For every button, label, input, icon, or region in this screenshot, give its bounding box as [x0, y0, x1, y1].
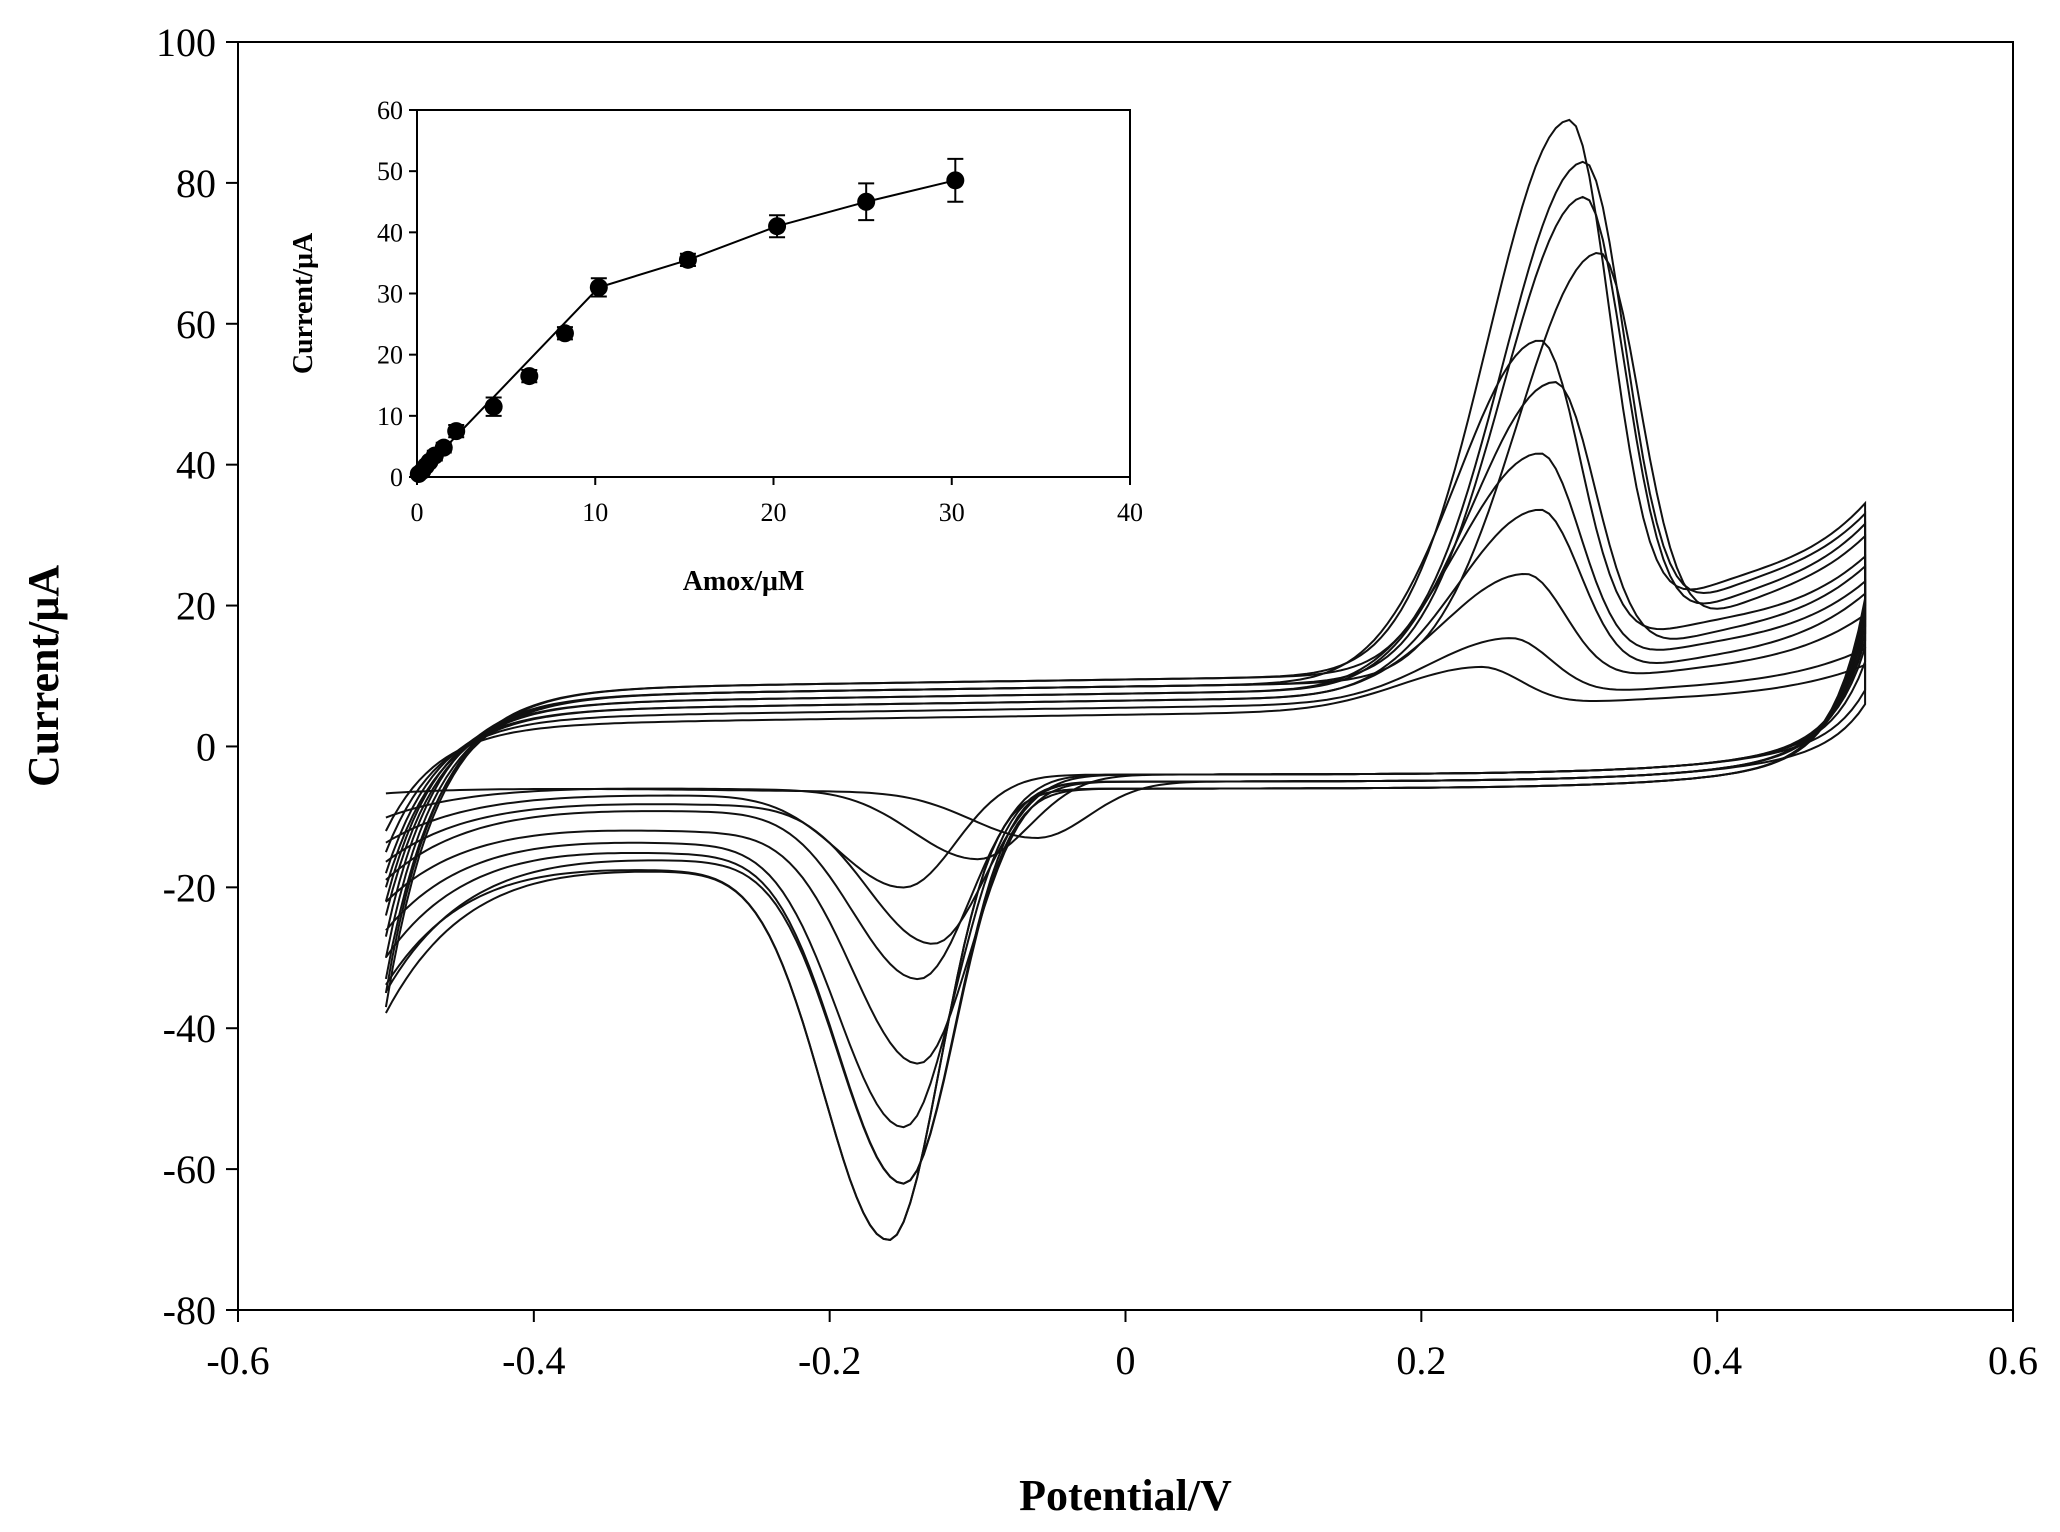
inset-data-point: [857, 192, 876, 211]
main-chart: -0.6 -0.4 -0.2 0 0.2 0.4 0.6 -80 -60 -40 -20 0 20 40 6…: [19, 20, 2038, 1520]
cv-curve-2: [384, 637, 1867, 861]
inset-data: [409, 157, 965, 483]
main-axes: -0.6 -0.4 -0.2 0 0.2 0.4 0.6 -80 -60 -40 -20 0 20 40 6…: [156, 20, 2038, 1383]
inset-y-tick-label: 50: [377, 157, 403, 186]
inset-x-tick-label: 30: [939, 498, 965, 527]
inset-data-point: [768, 217, 787, 236]
inset-x-axis-title: Amox/μM: [683, 566, 805, 597]
cv-curve-3: [384, 572, 1867, 889]
inset-y-tick-label: 0: [390, 463, 403, 492]
x-tick-label: -0.2: [798, 1338, 861, 1383]
y-tick-label: 0: [196, 724, 216, 769]
x-tick-label: 0.6: [1988, 1338, 2038, 1383]
cv-curve-4: [384, 508, 1867, 945]
y-tick-label: -80: [163, 1288, 216, 1333]
inset-data-point: [678, 250, 697, 269]
inset-data-point: [555, 324, 574, 343]
x-tick-label: -0.6: [206, 1338, 269, 1383]
y-tick-label: 100: [156, 20, 216, 65]
inset-data-point: [520, 367, 539, 386]
inset-data-point: [484, 397, 503, 416]
inset-y-tick-label: 30: [377, 280, 403, 309]
inset-fit-line: [416, 179, 956, 478]
inset-data-point: [434, 438, 453, 457]
y-tick-label: -40: [163, 1006, 216, 1051]
inset-y-tick-label: 10: [377, 402, 403, 431]
inset-x-tick-label: 0: [411, 498, 424, 527]
inset-data-point: [946, 171, 965, 190]
y-tick-label: -20: [163, 865, 216, 910]
x-tick-label: -0.4: [502, 1338, 565, 1383]
inset-data-point: [589, 278, 608, 297]
inset-y-tick-label: 20: [377, 341, 403, 370]
inset-chart: 0 10 20 30 40 0 10 20 30 40 50 60 Amox/μM Current/μ…: [288, 96, 1143, 597]
y-tick-label: 40: [176, 443, 216, 488]
inset-y-tick-label: 60: [377, 96, 403, 125]
x-axis-title: Potential/V: [1019, 1471, 1232, 1520]
inset-data-point: [447, 422, 466, 441]
y-axis-title: Current/μA: [19, 565, 68, 787]
inset-axes: 0 10 20 30 40 0 10 20 30 40 50 60: [377, 96, 1143, 527]
inset-x-tick-label: 20: [761, 498, 787, 527]
inset-plot-frame: [416, 109, 1131, 478]
y-tick-label: 60: [176, 302, 216, 347]
inset-y-tick-label: 40: [377, 218, 403, 247]
y-tick-label: 80: [176, 161, 216, 206]
inset-x-tick-label: 40: [1117, 498, 1143, 527]
y-tick-label: 20: [176, 584, 216, 629]
y-tick-label: -60: [163, 1147, 216, 1192]
x-tick-label: 0: [1116, 1338, 1136, 1383]
inset-y-axis-title: Current/μA: [288, 232, 319, 374]
x-tick-label: 0.2: [1396, 1338, 1446, 1383]
cv-curve-11: [384, 118, 1867, 1242]
x-tick-label: 0.4: [1692, 1338, 1742, 1383]
cv-curves: [384, 118, 1867, 1242]
inset-x-tick-label: 10: [582, 498, 608, 527]
